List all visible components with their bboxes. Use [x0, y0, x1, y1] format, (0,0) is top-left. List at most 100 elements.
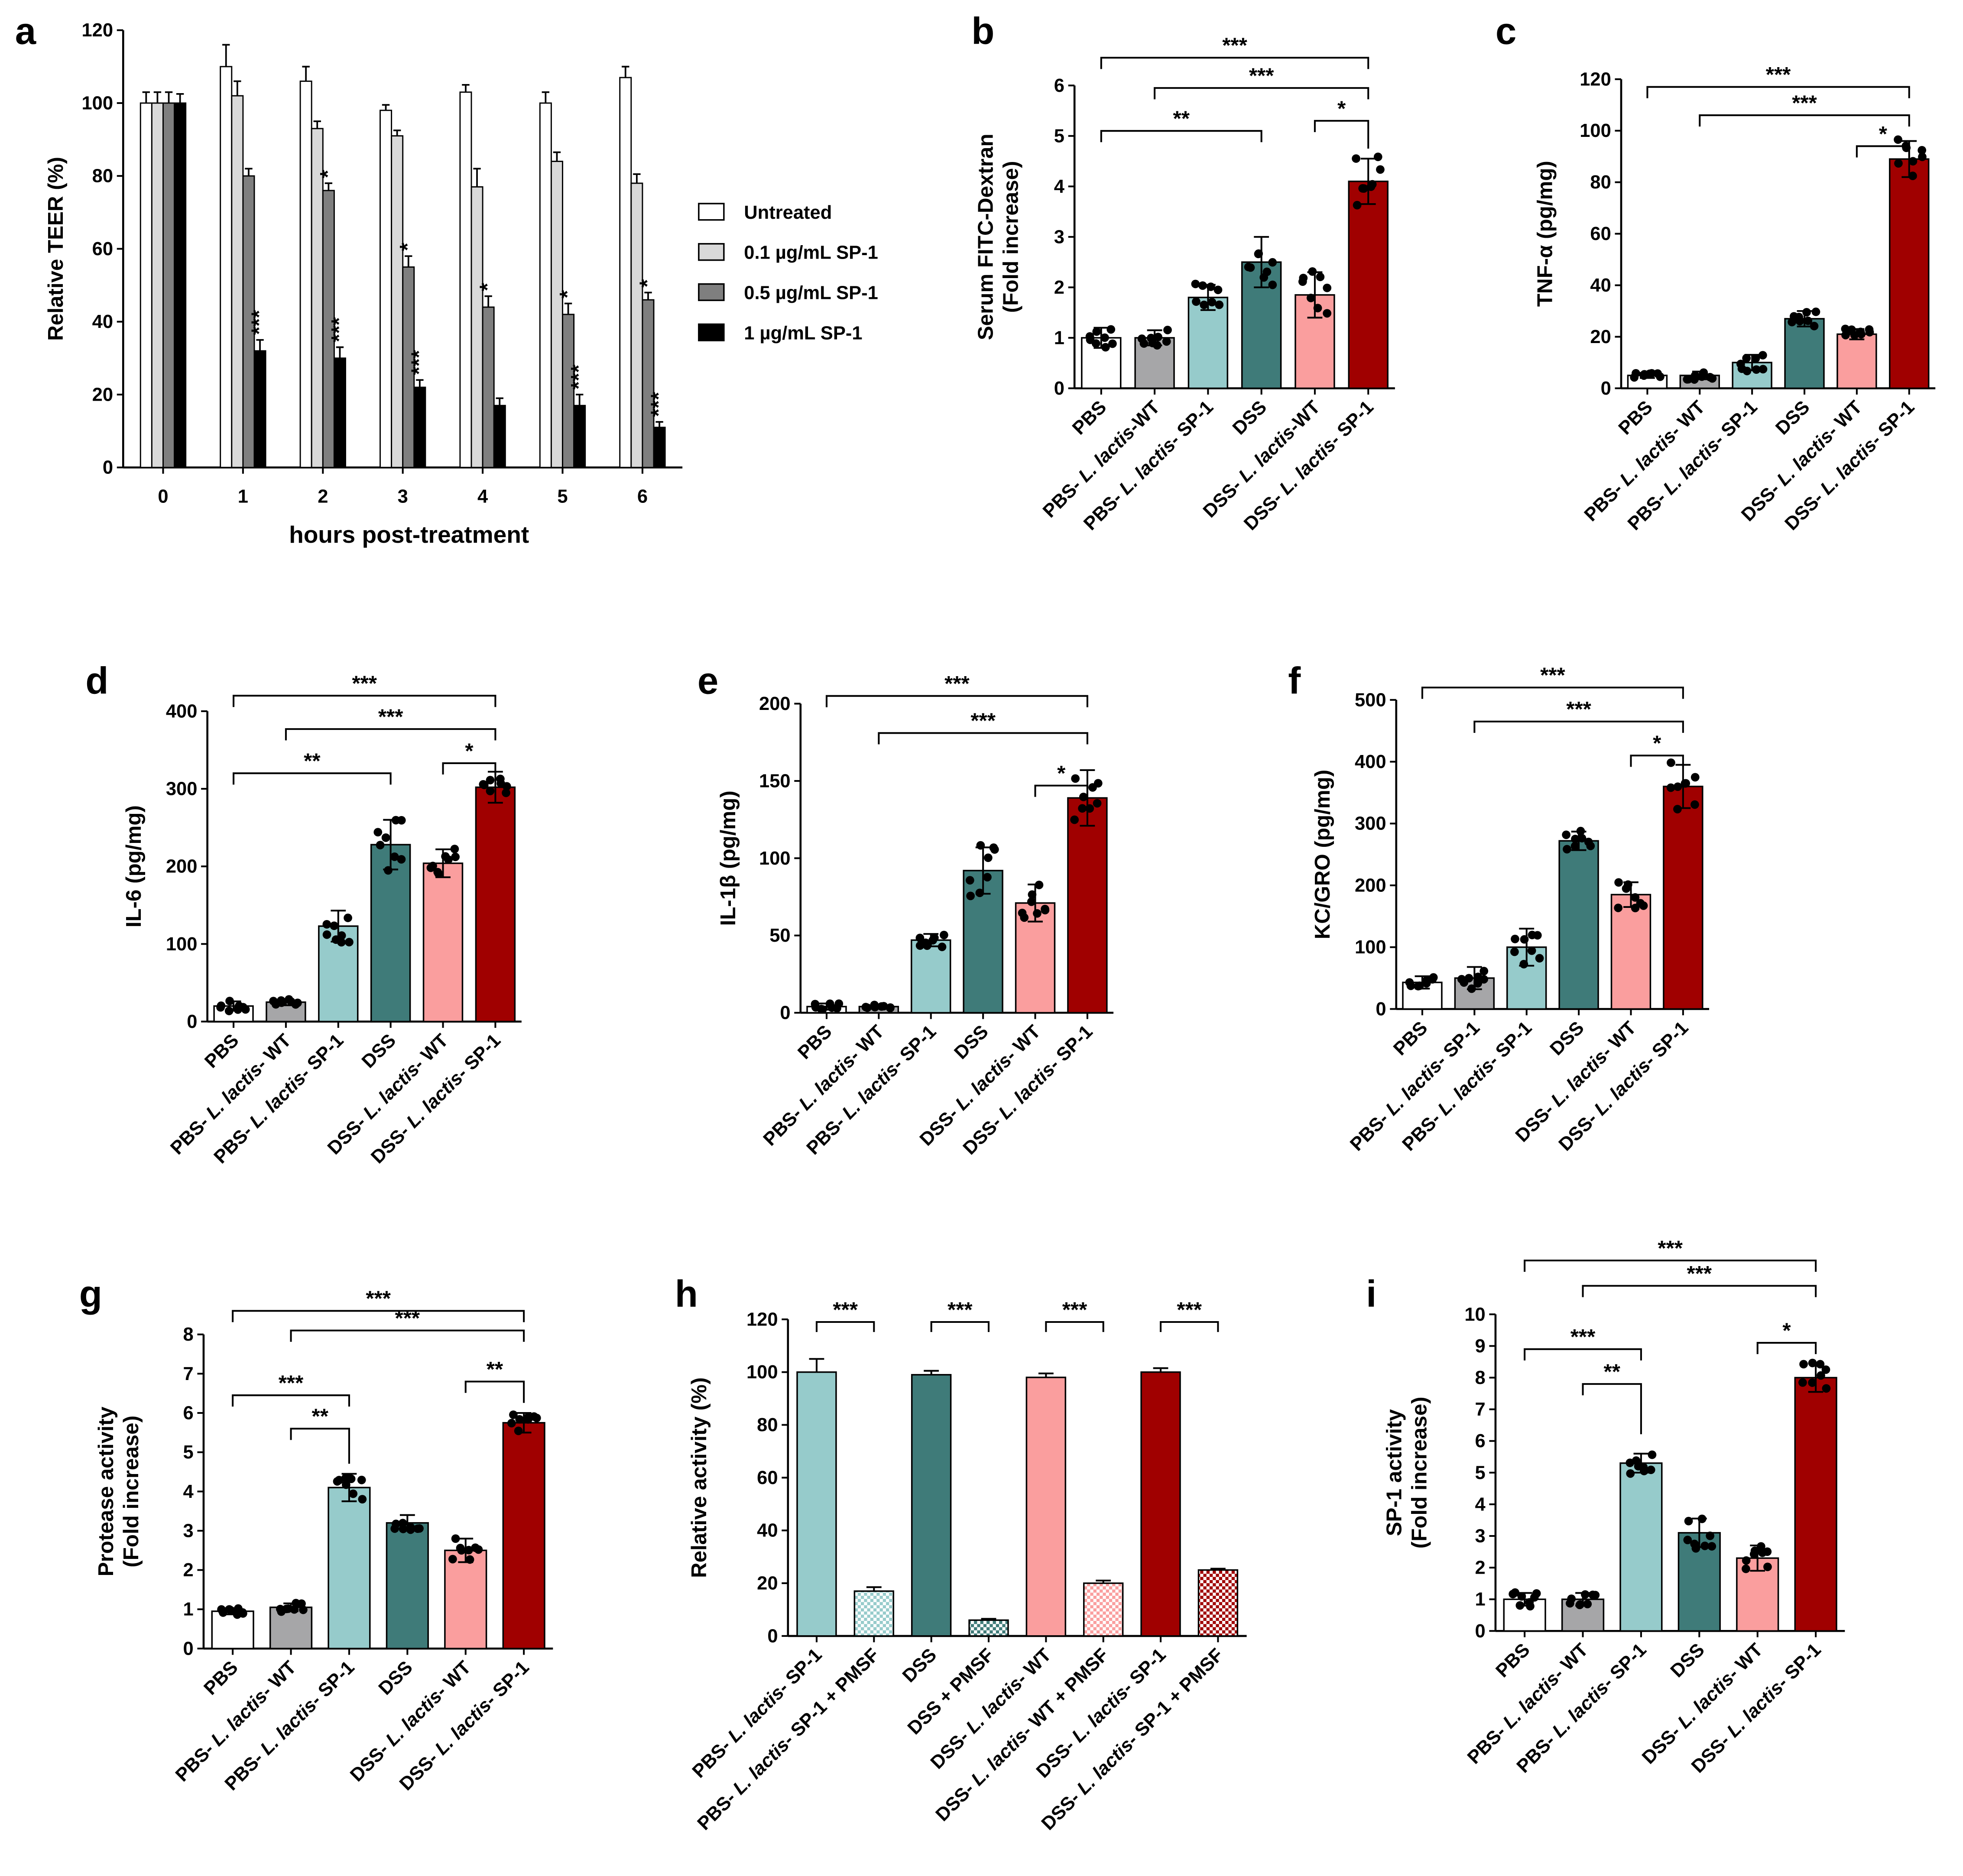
significance-label: *** — [1792, 91, 1817, 115]
panel-letter: b — [971, 10, 994, 52]
significance-bracket — [1421, 687, 1684, 699]
y-tick-label: 4 — [1475, 1494, 1486, 1515]
data-point — [502, 782, 511, 791]
data-point — [1108, 339, 1117, 348]
data-point — [1576, 826, 1585, 836]
significance-bracket — [1314, 120, 1369, 149]
data-point — [1856, 327, 1865, 337]
data-point — [1751, 354, 1760, 363]
significance-label: *** — [1177, 1298, 1202, 1322]
data-point — [1570, 842, 1580, 851]
y-tick-label: 0 — [187, 1011, 197, 1032]
y-axis-label: Serum FITC-Dextran — [974, 134, 998, 340]
significance-label: * — [476, 282, 500, 291]
bar — [220, 66, 233, 468]
data-point — [1517, 1592, 1526, 1601]
significance-label: *** — [970, 709, 996, 733]
bar — [242, 175, 255, 468]
data-point — [1200, 300, 1209, 309]
data-point — [444, 855, 453, 864]
data-point — [1215, 300, 1224, 309]
data-point — [1071, 774, 1080, 783]
x-tick-label: 0 — [158, 486, 168, 507]
bar — [1784, 318, 1825, 389]
data-point — [1640, 370, 1649, 379]
data-point — [965, 876, 974, 885]
data-point — [358, 1495, 367, 1503]
y-tick-label: 4 — [183, 1481, 194, 1502]
bar — [642, 299, 655, 468]
significance-bracket — [232, 1394, 350, 1407]
bar — [482, 306, 495, 468]
x-tick-label: PBS — [1389, 1017, 1431, 1060]
data-point — [1821, 1365, 1830, 1374]
y-tick-label: 2 — [183, 1560, 194, 1581]
y-tick-label: 120 — [81, 20, 113, 41]
data-point — [1511, 934, 1519, 943]
x-tick-label: 6 — [637, 486, 648, 507]
significance-bracket — [464, 1380, 525, 1403]
data-point — [1794, 313, 1804, 321]
data-point — [1817, 1371, 1825, 1380]
data-point — [434, 869, 443, 878]
data-point — [983, 873, 992, 881]
legend-label: Untreated — [744, 202, 832, 223]
data-point — [515, 1415, 524, 1424]
chart-panel-i: i 0 1 2 3 4 5 6 7 8 9 10 SP-1 activity (Fold increase… — [1366, 1236, 1845, 1777]
significance-label: *** — [1570, 1325, 1596, 1349]
data-point — [1262, 267, 1272, 276]
bar — [1083, 1582, 1124, 1637]
data-point — [1527, 946, 1536, 955]
significance-bracket — [1524, 1259, 1817, 1272]
data-point — [1707, 1542, 1716, 1551]
bar — [573, 405, 586, 468]
x-tick-label: PBS — [1068, 397, 1110, 439]
significance-bracket — [233, 772, 392, 785]
chart-panel-g: g 0 1 2 3 4 5 6 7 8 Protease activity (Fold increas… — [79, 1273, 553, 1795]
bar — [493, 405, 506, 468]
data-point — [1700, 1541, 1709, 1550]
data-point — [1106, 325, 1116, 334]
significance-bracket — [285, 728, 496, 741]
data-point — [1706, 373, 1714, 382]
data-point — [1207, 298, 1217, 307]
data-point — [1581, 1590, 1590, 1599]
data-point — [322, 930, 331, 939]
y-tick-label: 40 — [1590, 275, 1611, 296]
bar — [413, 386, 426, 468]
data-point — [1163, 325, 1172, 334]
data-point — [818, 1005, 827, 1014]
bar — [1889, 158, 1930, 389]
significance-bracket — [1582, 1285, 1817, 1297]
data-point — [1684, 1516, 1693, 1526]
data-point — [1742, 366, 1752, 376]
data-point — [1683, 1536, 1692, 1545]
bar — [1348, 180, 1389, 389]
bar — [653, 427, 666, 468]
bar — [211, 1610, 254, 1649]
data-point — [1213, 285, 1223, 295]
y-tick-label: 0 — [767, 1626, 778, 1646]
x-tick-label: 1 — [238, 486, 248, 507]
significance-label: * — [1653, 732, 1661, 755]
data-point — [390, 852, 399, 861]
y-tick-label: 0 — [780, 1003, 790, 1024]
y-tick-label: 150 — [759, 771, 791, 791]
data-point — [450, 845, 459, 853]
data-point — [1841, 330, 1850, 340]
data-point — [373, 828, 383, 837]
data-point — [1086, 335, 1095, 344]
significance-label: *** — [279, 1371, 304, 1395]
significance-label: * — [635, 279, 659, 288]
data-point — [1298, 277, 1307, 286]
data-point — [1162, 337, 1171, 346]
data-point — [921, 938, 930, 947]
y-tick-label: 40 — [757, 1520, 778, 1541]
y-tick-label: 9 — [1475, 1336, 1486, 1357]
y-tick-label: 400 — [166, 701, 198, 722]
data-point — [1742, 1556, 1751, 1565]
data-point — [1515, 1601, 1525, 1610]
data-point — [381, 833, 390, 842]
data-point — [1519, 960, 1528, 969]
data-point — [1101, 343, 1110, 352]
